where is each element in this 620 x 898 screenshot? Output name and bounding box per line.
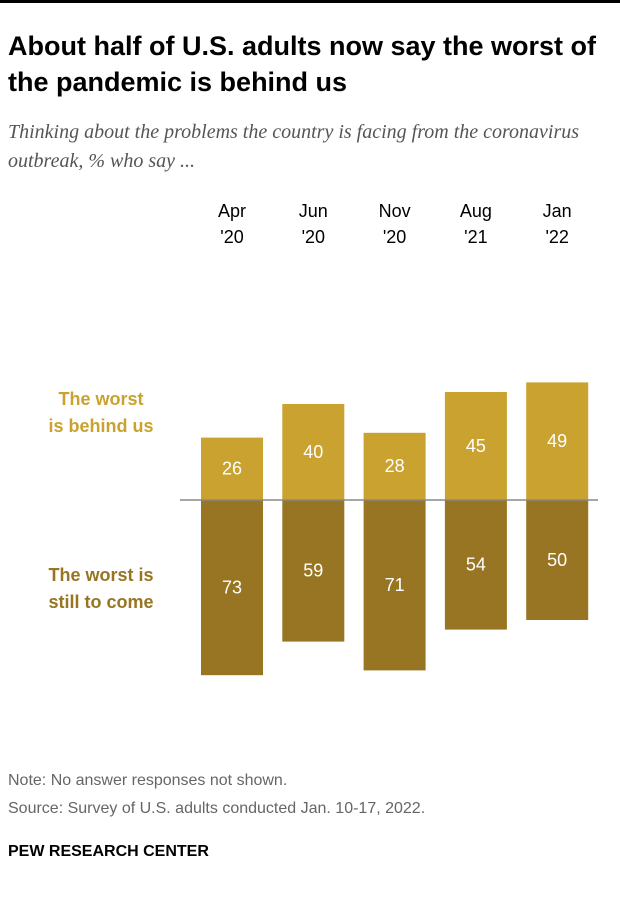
x-category-label: Jun '20 xyxy=(298,201,328,247)
value-label: 73 xyxy=(222,577,242,597)
credit: PEW RESEARCH CENTER xyxy=(8,843,209,860)
bar-to-come xyxy=(201,500,263,676)
value-label: 40 xyxy=(303,442,323,462)
source: Source: Survey of U.S. adults conducted … xyxy=(8,800,426,817)
chart-title: About half of U.S. adults now say the wo… xyxy=(8,31,597,97)
bar-behind xyxy=(444,392,507,500)
bar-to-come xyxy=(282,500,345,642)
value-label: 45 xyxy=(466,436,486,456)
value-label: 50 xyxy=(547,550,567,570)
legend-label: The worst is still to come xyxy=(48,565,154,612)
x-category-label: Apr '20 xyxy=(217,201,246,247)
bar-to-come xyxy=(526,500,589,620)
value-label: 49 xyxy=(547,431,567,451)
bar-to-come xyxy=(444,500,507,630)
value-label: 28 xyxy=(385,456,405,476)
x-category-label: Nov '20 xyxy=(378,201,411,247)
chart-subtitle: Thinking about the problems the country … xyxy=(8,121,580,172)
bar-behind xyxy=(282,404,345,500)
top-rule xyxy=(0,0,620,3)
x-category-label: Jan '22 xyxy=(542,201,572,247)
bar-behind xyxy=(526,382,589,500)
bar-behind xyxy=(201,437,263,500)
value-label: 26 xyxy=(222,459,242,479)
bar-to-come xyxy=(363,500,426,671)
bar-behind xyxy=(363,432,426,500)
note: Note: No answer responses not shown. xyxy=(8,772,288,789)
value-label: 59 xyxy=(303,561,323,581)
legend-label: The worst is behind us xyxy=(48,389,154,436)
x-category-label: Aug '21 xyxy=(459,201,492,247)
value-label: 71 xyxy=(385,575,405,595)
value-label: 54 xyxy=(466,555,486,575)
